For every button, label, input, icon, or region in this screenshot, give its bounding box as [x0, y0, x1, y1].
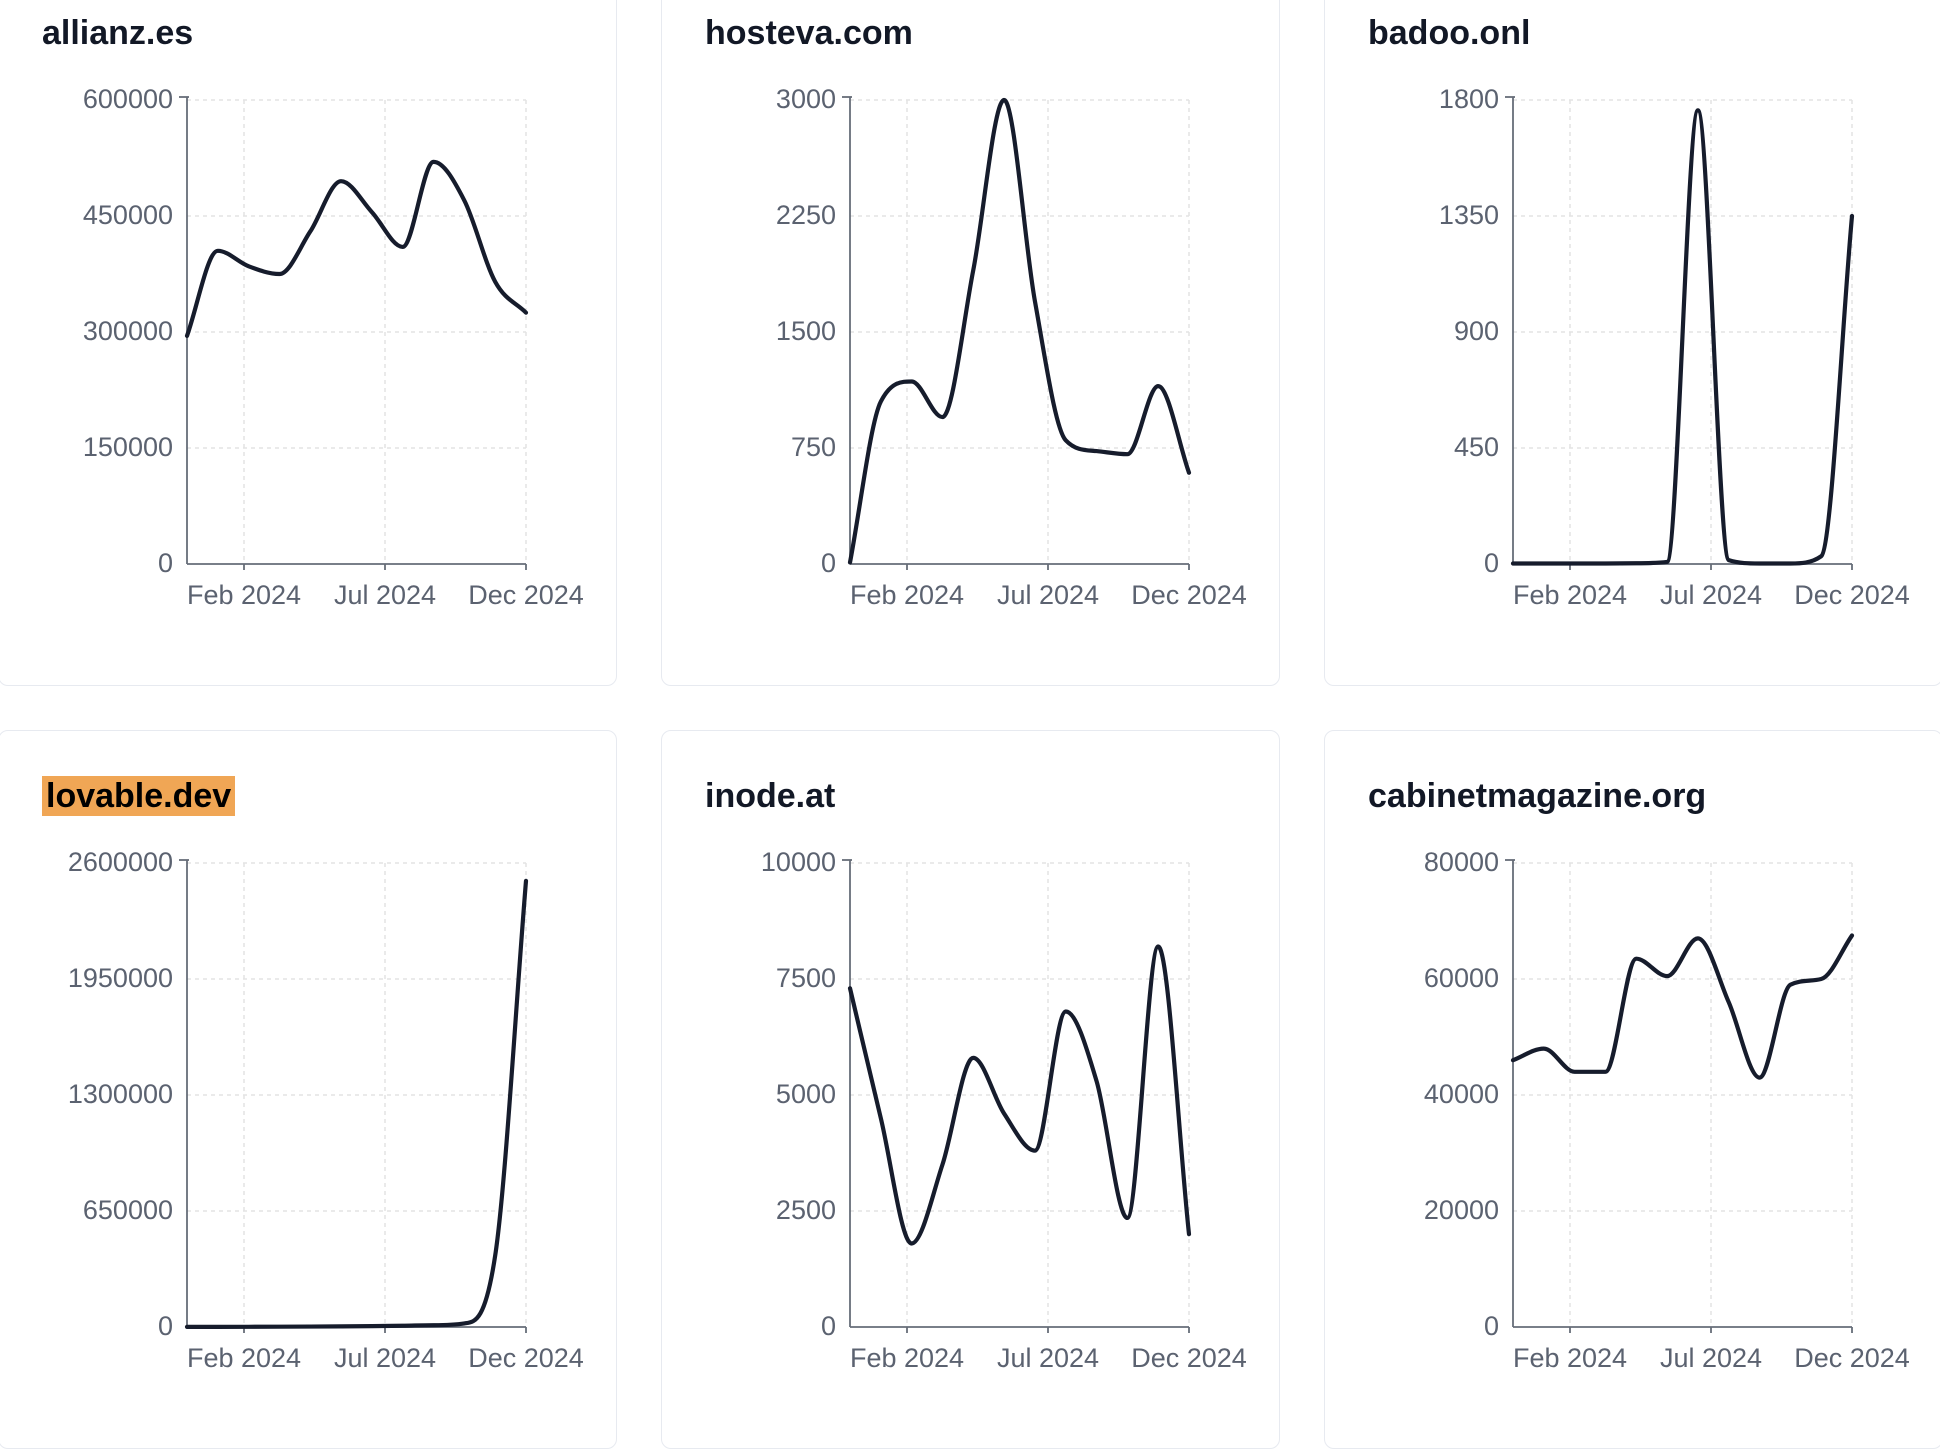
svg-text:Dec 2024: Dec 2024 [468, 580, 584, 610]
svg-text:0: 0 [1484, 548, 1499, 578]
svg-text:10000: 10000 [761, 847, 836, 877]
svg-text:Feb 2024: Feb 2024 [187, 580, 301, 610]
svg-text:0: 0 [821, 548, 836, 578]
svg-text:0: 0 [158, 548, 173, 578]
svg-text:3000: 3000 [776, 84, 836, 114]
svg-text:2250: 2250 [776, 200, 836, 230]
svg-text:1300000: 1300000 [68, 1079, 173, 1109]
svg-text:600000: 600000 [83, 84, 173, 114]
svg-text:0: 0 [821, 1311, 836, 1341]
svg-text:1800: 1800 [1439, 84, 1499, 114]
svg-text:1500: 1500 [776, 316, 836, 346]
svg-text:Feb 2024: Feb 2024 [187, 1343, 301, 1373]
svg-text:Dec 2024: Dec 2024 [468, 1343, 584, 1373]
svg-text:300000: 300000 [83, 316, 173, 346]
svg-text:150000: 150000 [83, 432, 173, 462]
svg-text:Jul 2024: Jul 2024 [997, 1343, 1099, 1373]
svg-text:7500: 7500 [776, 963, 836, 993]
svg-text:Dec 2024: Dec 2024 [1794, 1343, 1910, 1373]
svg-text:20000: 20000 [1424, 1195, 1499, 1225]
svg-text:1950000: 1950000 [68, 963, 173, 993]
svg-text:60000: 60000 [1424, 963, 1499, 993]
svg-text:450: 450 [1454, 432, 1499, 462]
svg-text:40000: 40000 [1424, 1079, 1499, 1109]
svg-text:Dec 2024: Dec 2024 [1131, 580, 1247, 610]
svg-text:450000: 450000 [83, 200, 173, 230]
svg-text:650000: 650000 [83, 1195, 173, 1225]
svg-text:Dec 2024: Dec 2024 [1131, 1343, 1247, 1373]
svg-text:Jul 2024: Jul 2024 [997, 580, 1099, 610]
svg-text:750: 750 [791, 432, 836, 462]
svg-text:Feb 2024: Feb 2024 [1513, 1343, 1627, 1373]
svg-text:Feb 2024: Feb 2024 [850, 580, 964, 610]
svg-text:2500: 2500 [776, 1195, 836, 1225]
svg-text:Feb 2024: Feb 2024 [850, 1343, 964, 1373]
svg-text:Jul 2024: Jul 2024 [1660, 1343, 1762, 1373]
svg-text:1350: 1350 [1439, 200, 1499, 230]
svg-text:900: 900 [1454, 316, 1499, 346]
svg-text:2600000: 2600000 [68, 847, 173, 877]
svg-text:Jul 2024: Jul 2024 [1660, 580, 1762, 610]
svg-text:Dec 2024: Dec 2024 [1794, 580, 1910, 610]
svg-text:80000: 80000 [1424, 847, 1499, 877]
svg-text:0: 0 [1484, 1311, 1499, 1341]
svg-text:Feb 2024: Feb 2024 [1513, 580, 1627, 610]
svg-text:Jul 2024: Jul 2024 [334, 1343, 436, 1373]
svg-text:0: 0 [158, 1311, 173, 1341]
svg-text:Jul 2024: Jul 2024 [334, 580, 436, 610]
svg-text:5000: 5000 [776, 1079, 836, 1109]
